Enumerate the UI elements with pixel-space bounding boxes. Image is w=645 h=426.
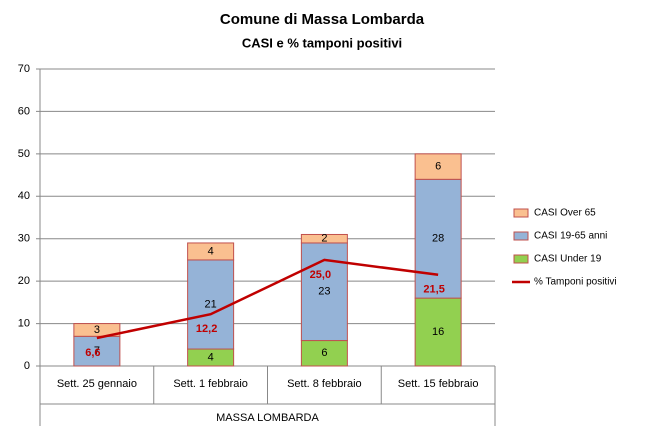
y-tick-label: 20 bbox=[18, 275, 30, 287]
y-tick-label: 70 bbox=[18, 63, 30, 75]
data-label: 4 bbox=[208, 351, 214, 363]
group-label: MASSA LOMBARDA bbox=[216, 412, 319, 424]
data-label: 28 bbox=[432, 233, 444, 245]
legend-swatch bbox=[513, 254, 529, 264]
data-label: 21 bbox=[205, 298, 217, 310]
x-tick-label: Sett. 8 febbraio bbox=[287, 378, 362, 390]
legend-swatch bbox=[513, 208, 529, 218]
y-tick-label: 10 bbox=[18, 317, 30, 329]
line-label: 6,6 bbox=[85, 347, 100, 359]
y-tick-label: 0 bbox=[24, 360, 30, 372]
data-label: 6 bbox=[435, 160, 441, 172]
chart-title: Comune di Massa Lombarda bbox=[220, 11, 425, 28]
line bbox=[96, 258, 439, 340]
data-label: 23 bbox=[318, 286, 330, 298]
y-tick-label: 60 bbox=[18, 105, 30, 117]
legend-label: CASI 19-65 anni bbox=[534, 231, 607, 242]
y-tick-label: 30 bbox=[18, 233, 30, 245]
legend-swatch bbox=[513, 231, 529, 241]
bar-segment bbox=[187, 242, 235, 261]
legend-label: CASI Over 65 bbox=[534, 208, 596, 219]
line-label: 25,0 bbox=[310, 269, 331, 281]
data-label: 16 bbox=[432, 326, 444, 338]
line-label: 12,2 bbox=[196, 323, 217, 335]
bar-segment bbox=[300, 233, 348, 244]
legend-label: % Tamponi positivi bbox=[534, 277, 617, 288]
data-label: 2 bbox=[321, 233, 327, 245]
bar-segment bbox=[414, 153, 462, 180]
bar-segment bbox=[73, 323, 121, 337]
y-tick-label: 40 bbox=[18, 190, 30, 202]
x-tick-label: Sett. 25 gennaio bbox=[57, 378, 137, 390]
bar-segment bbox=[414, 178, 462, 299]
data-label: 4 bbox=[208, 245, 214, 257]
line-label: 21,5 bbox=[423, 284, 444, 296]
data-label: 6 bbox=[321, 347, 327, 359]
x-tick-label: Sett. 15 febbraio bbox=[398, 378, 479, 390]
data-label: 7 bbox=[94, 345, 100, 357]
data-label: 3 bbox=[94, 324, 100, 336]
x-tick-label: Sett. 1 febbraio bbox=[173, 378, 248, 390]
chart-subtitle: CASI e % tamponi positivi bbox=[242, 35, 402, 50]
y-tick-label: 50 bbox=[18, 148, 30, 160]
legend-label: CASI Under 19 bbox=[534, 254, 602, 265]
